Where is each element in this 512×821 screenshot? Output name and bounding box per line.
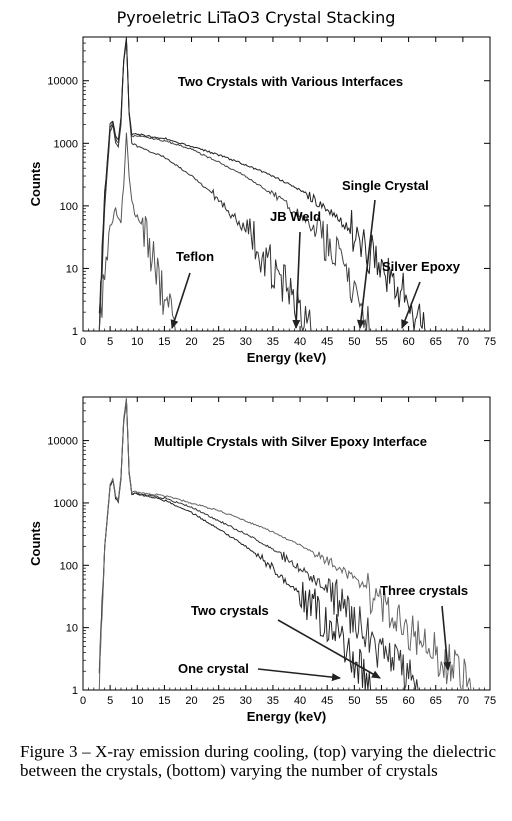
x-tick-label: 30 [240, 336, 252, 348]
annotation-arrow [257, 668, 341, 682]
x-tick-label: 20 [185, 336, 197, 348]
chart-top: 0 5 10 15 20 25 30 35 40 45 50 55 60 65 70 75 1 10 100 1000… [28, 36, 496, 365]
x-tick-label: 0 [80, 695, 86, 707]
x-tick-label: 5 [107, 336, 113, 348]
x-tick-label: 10 [131, 695, 143, 707]
x-tick-label: 25 [213, 695, 225, 707]
x-axis-label: Energy (keV) [247, 709, 326, 724]
y-tick-label: 1 [72, 685, 78, 697]
panel-title: Two Crystals with Various Interfaces [178, 74, 403, 89]
series-line-silver-epoxy [98, 37, 426, 331]
annotation-label: Silver Epoxy [382, 259, 461, 274]
figure-caption: Figure 3 – X-ray emission during cooling… [20, 742, 496, 780]
annotation-label: Three crystals [380, 583, 468, 598]
x-tick-label: 30 [240, 695, 252, 707]
annotation-arrow [356, 199, 376, 329]
annotation-label: Teflon [176, 249, 214, 264]
annotation-arrow [170, 272, 191, 329]
y-tick-label: 1000 [54, 498, 78, 510]
y-tick-label: 10 [66, 623, 78, 635]
x-tick-label: 15 [158, 695, 170, 707]
y-tick-label: 10 [66, 263, 78, 275]
series-line-one-crystal [98, 400, 372, 690]
x-axis-label: Energy (keV) [247, 350, 326, 365]
annotation-label: One crystal [178, 661, 249, 676]
chart-bottom: 0 5 10 15 20 25 30 35 40 45 50 55 60 65 70 75 1 10 100 1000… [28, 396, 496, 724]
annotation-arrow [292, 231, 301, 329]
x-tick-label: 10 [131, 336, 143, 348]
x-tick-label: 0 [80, 336, 86, 348]
x-tick-label: 60 [402, 695, 414, 707]
series-line-three-crystals [98, 398, 474, 690]
y-tick-label: 1000 [54, 138, 78, 150]
y-tick-label: 100 [60, 201, 78, 213]
panel-title: Multiple Crystals with Silver Epoxy Inte… [154, 434, 427, 449]
x-tick-label: 5 [107, 695, 113, 707]
x-tick-label: 25 [213, 336, 225, 348]
x-tick-label: 70 [457, 695, 469, 707]
x-tick-label: 55 [375, 336, 387, 348]
x-tick-label: 45 [321, 695, 333, 707]
plot-frame [82, 396, 491, 691]
x-tick-label: 65 [430, 695, 442, 707]
y-tick-label: 100 [60, 560, 78, 572]
x-tick-label: 35 [267, 695, 279, 707]
x-tick-label: 55 [375, 695, 387, 707]
y-tick-label: 10000 [47, 76, 78, 88]
x-tick-label: 70 [457, 336, 469, 348]
x-tick-label: 45 [321, 336, 333, 348]
x-tick-label: 20 [185, 695, 197, 707]
annotation-label: Two crystals [191, 603, 269, 618]
y-axis-label: Counts [28, 162, 43, 207]
x-tick-label: 65 [430, 336, 442, 348]
series-line-teflon [98, 132, 176, 331]
x-tick-label: 15 [158, 336, 170, 348]
x-tick-label: 35 [267, 336, 279, 348]
x-tick-label: 50 [348, 336, 360, 348]
plot-frame [82, 36, 491, 332]
x-tick-label: 50 [348, 695, 360, 707]
x-tick-label: 75 [484, 695, 496, 707]
x-tick-label: 40 [294, 336, 306, 348]
annotation-arrow [441, 605, 452, 671]
x-tick-label: 75 [484, 336, 496, 348]
y-tick-label: 10000 [47, 436, 78, 448]
annotation-label: Single Crystal [342, 178, 429, 193]
y-axis-label: Counts [28, 521, 43, 566]
series-line-jb-weld [98, 39, 312, 331]
x-tick-label: 60 [402, 336, 414, 348]
series-line-two-crystals [98, 398, 420, 690]
y-tick-label: 1 [72, 326, 78, 338]
figure-title: Pyroeletric LiTaO3 Crystal Stacking [116, 8, 396, 27]
series-line-single-crystal [98, 39, 371, 331]
x-tick-label: 40 [294, 695, 306, 707]
annotation-arrow [277, 619, 381, 679]
annotation-arrow [401, 281, 421, 329]
annotation-label: JB Weld [270, 209, 321, 224]
